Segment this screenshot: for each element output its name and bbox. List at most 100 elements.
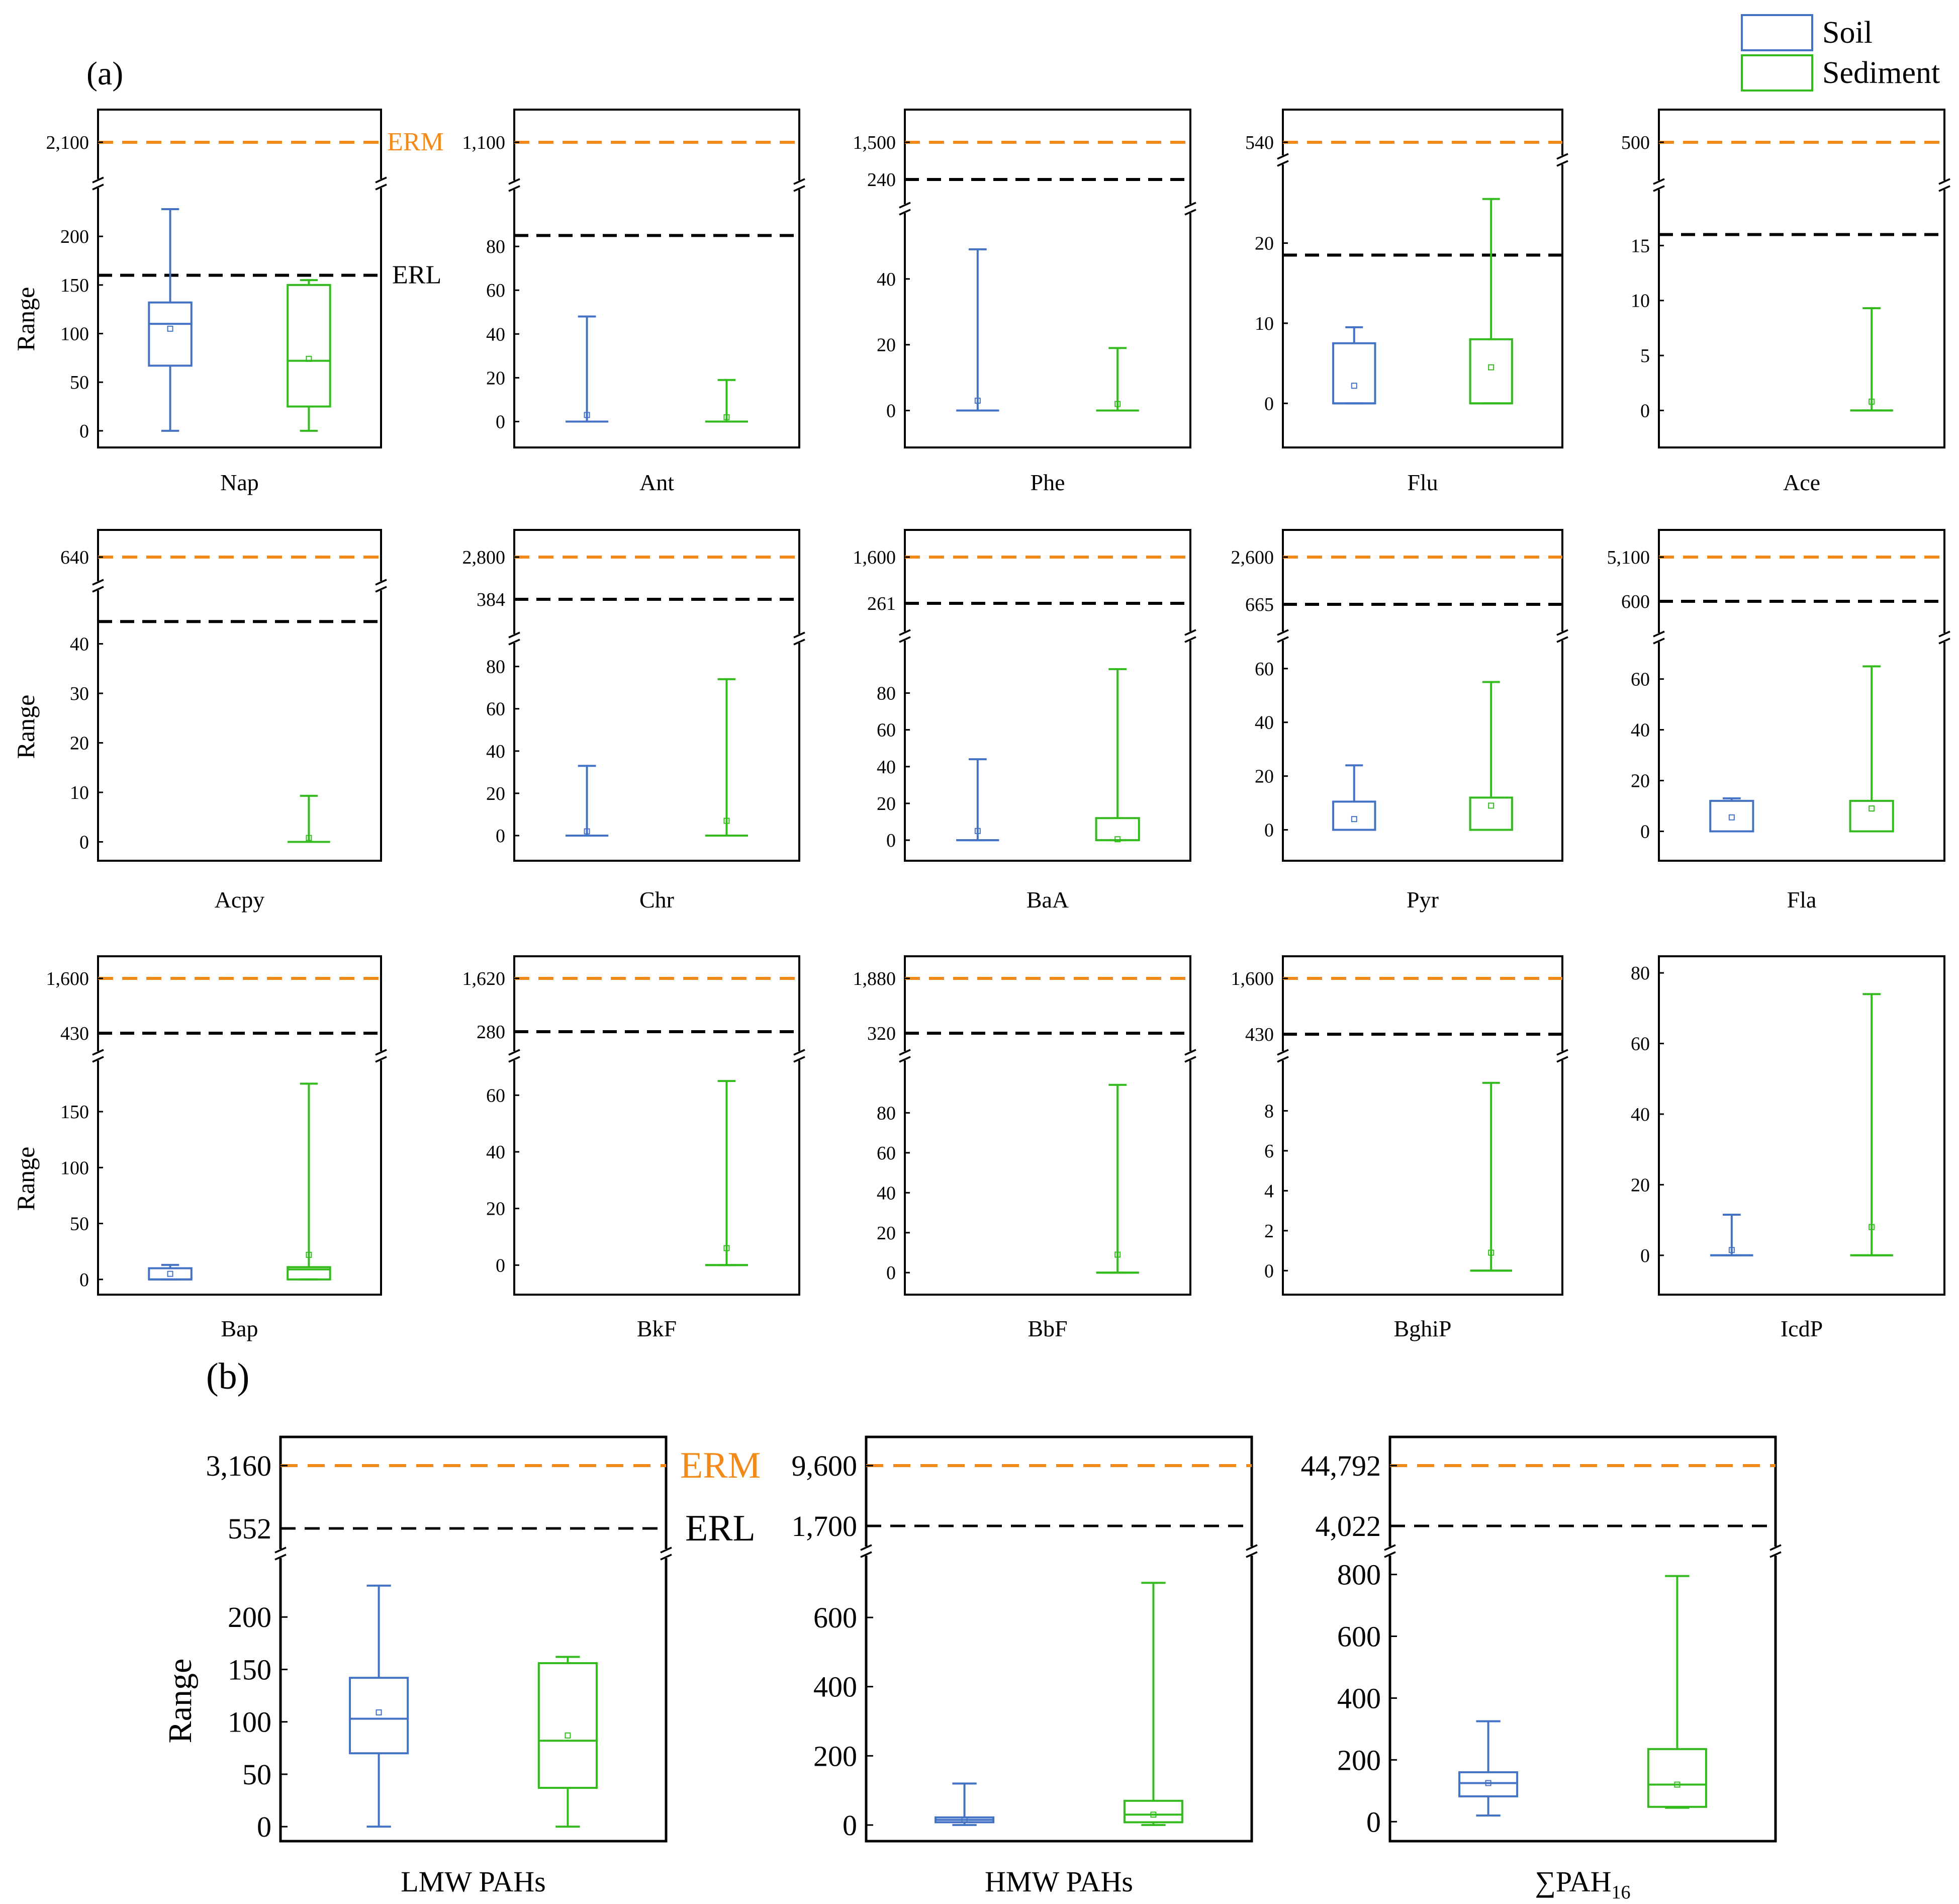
panel-pah16: 0 200 400 600 800 44,792 4,022 ∑PAH16 xyxy=(1301,1435,1782,1903)
axis-break-mark xyxy=(1384,1544,1396,1551)
axis-break-mark xyxy=(1277,160,1289,167)
erm-label: ERM xyxy=(387,128,444,156)
axis-break-mark xyxy=(899,636,911,643)
y-tick-label: 60 xyxy=(486,1085,505,1106)
erm-tick-label: 1,100 xyxy=(462,132,506,153)
y-axis-label: Range xyxy=(12,695,40,759)
axis-break-mark xyxy=(1653,638,1665,645)
erm-tick-label: 2,100 xyxy=(46,132,89,153)
panel-name: Chr xyxy=(639,887,674,913)
erl-tick-label: 240 xyxy=(867,169,896,191)
y-tick-label: 80 xyxy=(877,683,896,704)
axis-break-mark xyxy=(375,579,387,586)
y-axis-label: Range xyxy=(12,287,40,351)
soil-mean-marker xyxy=(1351,383,1357,389)
erm-tick-label: 1,600 xyxy=(853,547,896,568)
axis-break-mark xyxy=(899,202,911,209)
plot-frame xyxy=(97,109,382,448)
axis-break-mark xyxy=(1938,630,1950,638)
axis-break-mark xyxy=(1653,178,1665,185)
axis-break-mark xyxy=(1384,1551,1396,1558)
panel-name: HMW PAHs xyxy=(985,1865,1133,1898)
panel-name: BghiP xyxy=(1393,1316,1451,1341)
axis-break-mark xyxy=(375,1049,387,1056)
y-tick-label: 0 xyxy=(1366,1805,1381,1838)
y-tick-label: 0 xyxy=(1640,822,1650,843)
y-tick-label: 50 xyxy=(242,1758,271,1791)
panel-name: Ace xyxy=(1783,470,1820,495)
panel-ace: 0 5 10 15 500 Ace xyxy=(1621,109,1950,495)
erl-tick-label: 600 xyxy=(1621,591,1650,612)
erm-tick-label: 2,600 xyxy=(1231,547,1274,568)
axis-break-mark xyxy=(1277,1056,1289,1063)
panel-name: IcdP xyxy=(1781,1316,1823,1341)
plot-frame xyxy=(1282,109,1563,448)
y-tick-label: 40 xyxy=(486,741,505,762)
panel-fla: 0 20 40 60 5,100 600 Fla xyxy=(1607,529,1950,913)
erm-tick-label: 1,500 xyxy=(853,132,896,153)
y-tick-label: 8 xyxy=(1264,1101,1274,1122)
axis-break-mark xyxy=(899,209,911,216)
soil-mean-marker xyxy=(584,828,590,835)
sediment-mean-marker xyxy=(306,1251,312,1258)
sediment-mean-marker xyxy=(723,1245,730,1251)
soil-mean-marker xyxy=(1485,1780,1491,1786)
y-tick-label: 40 xyxy=(486,1142,505,1163)
axis-break-mark xyxy=(1938,185,1950,192)
panel-name: Bap xyxy=(221,1316,258,1341)
y-tick-label: 40 xyxy=(877,269,896,290)
y-tick-label: 100 xyxy=(228,1706,271,1739)
legend-soil-swatch xyxy=(1741,14,1813,51)
y-tick-label: 80 xyxy=(877,1103,896,1124)
erm-tick-label: 500 xyxy=(1621,132,1650,153)
y-tick-label: 10 xyxy=(1631,291,1650,312)
axis-break-mark xyxy=(1769,1551,1782,1558)
axis-break-mark xyxy=(660,1554,672,1561)
y-tick-label: 10 xyxy=(70,782,89,803)
sediment-mean-marker xyxy=(1114,836,1121,843)
panel-b-label: (b) xyxy=(206,1356,249,1397)
axis-break-mark xyxy=(793,1049,805,1056)
erl-tick-label: 280 xyxy=(477,1022,505,1043)
erl-label: ERL xyxy=(685,1508,756,1549)
panel-name: Ant xyxy=(639,470,674,495)
soil-mean-marker xyxy=(1728,814,1735,821)
plot-frame xyxy=(904,955,1191,1296)
soil-mean-marker xyxy=(1351,816,1357,823)
axis-break-mark xyxy=(1556,629,1568,636)
sediment-mean-marker xyxy=(723,414,730,420)
axis-break-mark xyxy=(508,1056,520,1063)
y-tick-label: 0 xyxy=(79,421,89,442)
y-tick-label: 0 xyxy=(886,401,896,422)
axis-break-mark xyxy=(508,178,520,185)
soil-iqr-box xyxy=(1458,1771,1519,1797)
axis-break-mark xyxy=(793,631,805,639)
panel-bkf: 0 20 40 60 1,620 280 BkF xyxy=(462,955,805,1341)
panel-bap: 0 50 100 150 1,600 430 Bap Range xyxy=(12,955,387,1341)
axis-break-mark xyxy=(1184,209,1196,216)
y-tick-label: 0 xyxy=(1640,1245,1650,1266)
y-tick-label: 6 xyxy=(1264,1141,1274,1162)
y-tick-label: 60 xyxy=(877,1143,896,1164)
axis-break-mark xyxy=(1277,636,1289,643)
y-tick-label: 50 xyxy=(70,1214,89,1235)
axis-break-mark xyxy=(860,1544,872,1551)
axis-break-mark xyxy=(1277,629,1289,636)
soil-mean-marker xyxy=(167,1271,173,1277)
sediment-mean-marker xyxy=(1869,805,1875,812)
panel-baa: 0 20 40 60 80 1,600 261 BaA xyxy=(853,529,1196,913)
axis-break-mark xyxy=(1556,1056,1568,1063)
axis-break-mark xyxy=(1938,638,1950,645)
sediment-mean-marker xyxy=(1150,1811,1157,1818)
plot-frame xyxy=(865,1435,1253,1843)
y-tick-label: 0 xyxy=(496,826,505,847)
legend: Soil Sediment xyxy=(1741,14,1940,92)
panel-phe: 0 20 40 1,500 240 Phe xyxy=(853,109,1196,495)
sediment-mean-marker xyxy=(306,355,312,362)
y-tick-label: 0 xyxy=(886,1262,896,1284)
panel-name: BbF xyxy=(1028,1316,1067,1341)
y-tick-label: 20 xyxy=(877,335,896,356)
panel-name: Pyr xyxy=(1407,887,1439,913)
